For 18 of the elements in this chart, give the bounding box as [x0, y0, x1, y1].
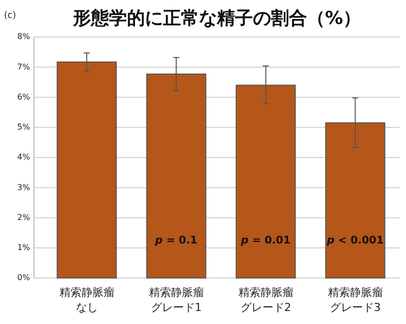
annotation: p < 0.001 [326, 234, 384, 247]
y-tick-label: 1% [17, 243, 30, 252]
chart-title: 形態学的に正常な精子の割合（%） [72, 8, 362, 29]
x-tick-label: 精索静脈瘤グレード2 [238, 286, 294, 314]
y-tick-label: 6% [17, 92, 30, 102]
y-tick-label: 2% [17, 212, 30, 222]
x-tick-label: 精索静脈瘤なし [59, 286, 114, 314]
x-tick-label: 精索静脈瘤グレード1 [148, 286, 204, 314]
y-tick-label: 4% [17, 152, 30, 162]
y-tick-label: 0% [17, 273, 30, 282]
y-tick-label: 5% [17, 122, 30, 132]
annotation: p = 0.1 [154, 234, 198, 247]
text: (c) [4, 11, 16, 21]
annotation: p = 0.01 [240, 234, 291, 247]
x-tick-label: 精索静脈瘤グレード3 [328, 286, 383, 314]
y-tick-label: 7% [17, 62, 30, 72]
y-tick-label: 3% [17, 182, 30, 192]
y-tick-label: 8% [17, 32, 30, 42]
